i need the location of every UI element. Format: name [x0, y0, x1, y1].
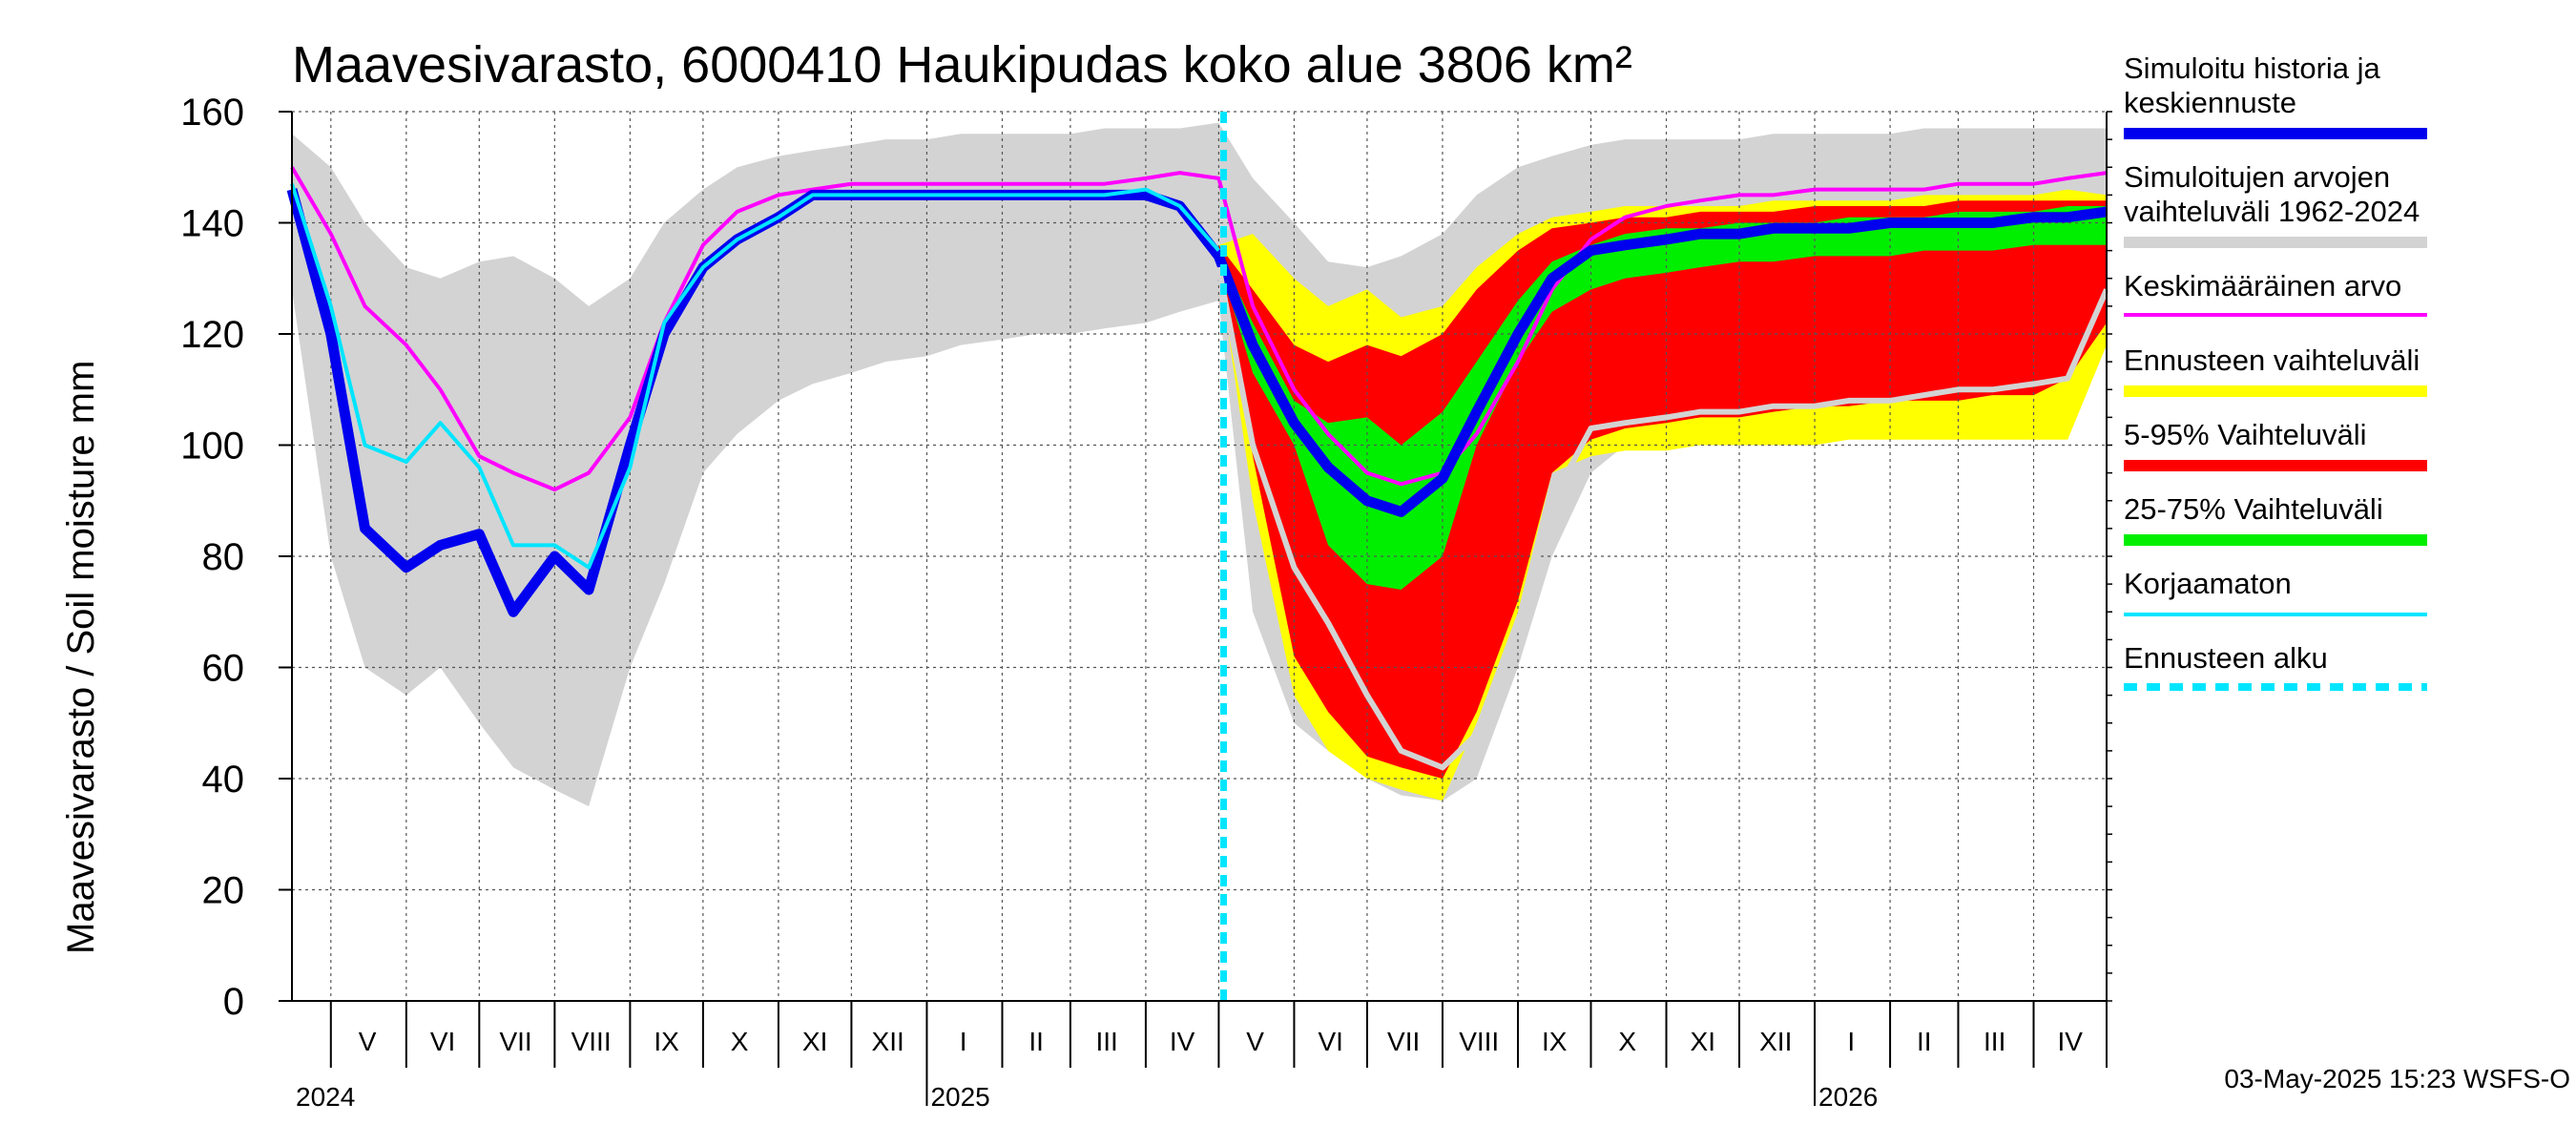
legend-label-line: Simuloitujen arvojen — [2124, 160, 2390, 194]
month-label: V — [1246, 1027, 1264, 1056]
y-tick-label: 160 — [180, 92, 244, 134]
month-label: IV — [2058, 1027, 2084, 1056]
month-label: III — [1984, 1027, 2005, 1056]
month-label: II — [1028, 1027, 1044, 1056]
timestamp-footer: 03-May-2025 15:23 WSFS-O — [2224, 1064, 2570, 1093]
month-label: VII — [1387, 1027, 1420, 1056]
month-label: XI — [802, 1027, 827, 1056]
y-tick-label: 20 — [202, 870, 245, 912]
legend-label-line: keskiennuste — [2124, 86, 2296, 119]
legend-label: Simuloitu historia ja keskiennuste — [2124, 52, 2381, 119]
y-tick-label: 40 — [202, 759, 245, 801]
legend-label: Keskimääräinen arvo — [2124, 269, 2401, 302]
month-label: VII — [499, 1027, 531, 1056]
y-tick-label: 60 — [202, 648, 245, 690]
month-label: I — [1847, 1027, 1855, 1056]
y-tick-label: 0 — [223, 981, 244, 1023]
legend-label: Simuloitujen arvojen vaihteluväli 1962-20… — [2124, 160, 2420, 228]
month-label: III — [1095, 1027, 1117, 1056]
legend-label: Ennusteen alku — [2124, 641, 2328, 675]
month-label: X — [1618, 1027, 1636, 1056]
legend-label: Ennusteen vaihteluväli — [2124, 344, 2420, 377]
legend-label-line: vaihteluväli 1962-2024 — [2124, 195, 2420, 228]
legend-label: 5-95% Vaihteluväli — [2124, 418, 2366, 451]
y-tick-label: 140 — [180, 203, 244, 245]
band-4 — [1218, 206, 2107, 590]
month-label: I — [960, 1027, 967, 1056]
month-label: IX — [654, 1027, 679, 1056]
year-label: 2024 — [296, 1082, 355, 1112]
month-label: XI — [1691, 1027, 1715, 1056]
series-line-4 — [1215, 266, 2109, 771]
series-line-1 — [290, 166, 2108, 492]
y-axis-label: Maavesivarasto / Soil moisture mm — [60, 361, 102, 954]
legend-label: Korjaamaton — [2124, 567, 2292, 600]
band-3 — [1218, 200, 2107, 779]
legend: Simuloitu historia ja keskiennusteSimuloi… — [2124, 52, 2427, 691]
year-label: 2026 — [1818, 1082, 1878, 1112]
legend-label-line: Simuloitu historia ja — [2124, 52, 2381, 85]
month-label: IX — [1542, 1027, 1568, 1056]
series-line-3 — [290, 183, 1220, 570]
y-tick-label: 120 — [180, 314, 244, 356]
month-label: II — [1917, 1027, 1932, 1056]
month-label: XII — [872, 1027, 904, 1056]
chart-title: Maavesivarasto, 6000410 Haukipudas koko … — [292, 36, 1632, 94]
month-label: VIII — [1459, 1027, 1499, 1056]
month-label: IV — [1170, 1027, 1195, 1056]
plot-area — [286, 111, 2109, 1002]
month-label: VI — [1318, 1027, 1342, 1056]
y-tick-label: 100 — [180, 426, 244, 468]
month-label: X — [731, 1027, 749, 1056]
legend-label: 25-75% Vaihteluväli — [2124, 492, 2383, 526]
month-label: VI — [430, 1027, 455, 1056]
month-label: V — [359, 1027, 377, 1056]
year-label: 2025 — [930, 1082, 989, 1112]
month-label: XII — [1759, 1027, 1792, 1056]
month-label: VIII — [571, 1027, 612, 1056]
y-tick-label: 80 — [202, 536, 245, 578]
